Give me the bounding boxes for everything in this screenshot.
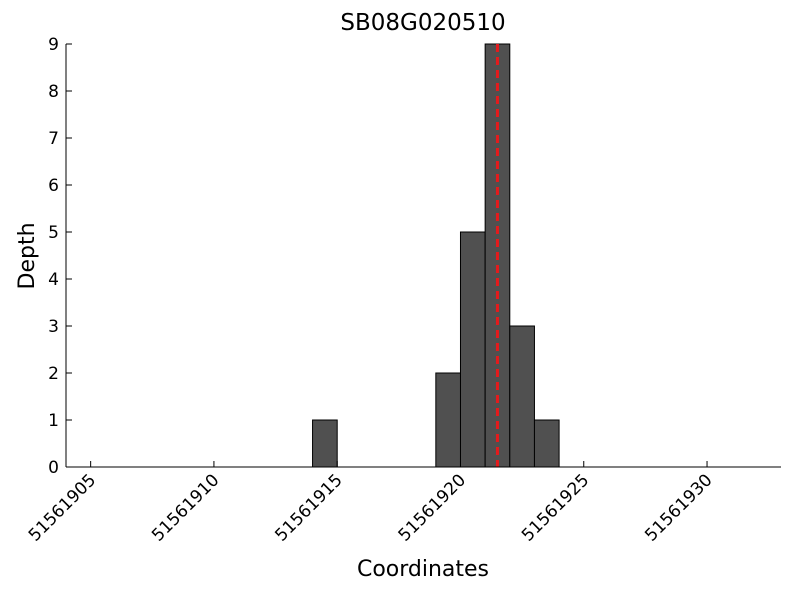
chart-title: SB08G020510 [340, 10, 505, 36]
bar [509, 325, 535, 468]
y-tick-label: 9 [48, 35, 59, 55]
bar [435, 372, 461, 468]
y-tick-label: 5 [48, 223, 59, 243]
y-axis-label: Depth [15, 222, 40, 289]
x-tick-label: 51561915 [271, 470, 346, 545]
x-tick-label: 51561930 [641, 470, 716, 545]
y-tick-label: 0 [48, 458, 59, 478]
y-tick-label: 7 [48, 129, 59, 149]
y-tick-label: 1 [48, 411, 59, 431]
y-tick-label: 6 [48, 176, 59, 196]
x-tick-label: 51561905 [25, 470, 100, 545]
x-tick-label: 51561920 [395, 470, 470, 545]
y-tick-label: 4 [48, 270, 59, 290]
x-tick-label: 51561925 [518, 470, 593, 545]
x-tick-label: 51561910 [148, 470, 223, 545]
y-tick-label: 3 [48, 317, 59, 337]
bar [459, 231, 486, 468]
x-axis-label: Coordinates [357, 557, 489, 582]
bar [312, 419, 338, 468]
y-tick-label: 8 [48, 82, 59, 102]
y-tick-label: 2 [48, 364, 59, 384]
bar [533, 419, 560, 468]
